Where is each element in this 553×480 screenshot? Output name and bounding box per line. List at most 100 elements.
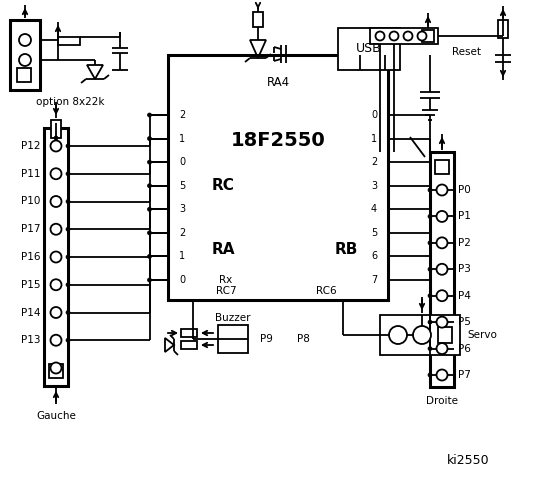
Text: P11: P11 bbox=[20, 169, 40, 179]
Circle shape bbox=[148, 137, 152, 141]
Text: 0: 0 bbox=[179, 275, 185, 285]
Text: USB: USB bbox=[356, 43, 382, 56]
Bar bbox=[380, 315, 460, 355]
Bar bbox=[168, 55, 388, 300]
Text: Droite: Droite bbox=[426, 396, 458, 406]
Circle shape bbox=[389, 326, 407, 344]
Bar bbox=[181, 329, 197, 337]
Text: 5: 5 bbox=[371, 228, 377, 238]
Text: ki2550: ki2550 bbox=[447, 454, 490, 467]
Text: P15: P15 bbox=[20, 280, 40, 290]
Circle shape bbox=[418, 32, 426, 40]
Circle shape bbox=[436, 290, 447, 301]
Circle shape bbox=[66, 311, 70, 314]
Text: Servo: Servo bbox=[467, 330, 497, 340]
Circle shape bbox=[50, 252, 61, 263]
Circle shape bbox=[54, 136, 58, 140]
Text: RB: RB bbox=[335, 242, 358, 257]
Circle shape bbox=[428, 188, 432, 192]
Text: P3: P3 bbox=[458, 264, 471, 274]
Circle shape bbox=[428, 347, 432, 350]
Text: P6: P6 bbox=[458, 344, 471, 354]
Circle shape bbox=[50, 307, 61, 318]
Text: Rx: Rx bbox=[220, 275, 233, 285]
Bar bbox=[218, 325, 248, 353]
Text: P16: P16 bbox=[20, 252, 40, 262]
Text: RC6: RC6 bbox=[316, 286, 336, 296]
Bar bbox=[370, 28, 438, 44]
Circle shape bbox=[50, 141, 61, 152]
Text: P12: P12 bbox=[20, 141, 40, 151]
Text: 5: 5 bbox=[179, 180, 185, 191]
Text: RC: RC bbox=[212, 178, 234, 192]
Text: 1: 1 bbox=[371, 133, 377, 144]
Bar bbox=[438, 327, 452, 343]
Text: 3: 3 bbox=[371, 180, 377, 191]
Circle shape bbox=[50, 335, 61, 346]
Text: 2: 2 bbox=[179, 228, 185, 238]
Circle shape bbox=[428, 294, 432, 298]
Circle shape bbox=[436, 264, 447, 275]
Text: RA4: RA4 bbox=[267, 76, 290, 89]
Text: P2: P2 bbox=[458, 238, 471, 248]
Text: P0: P0 bbox=[458, 185, 471, 195]
Bar bbox=[422, 30, 434, 42]
Circle shape bbox=[436, 317, 447, 328]
Circle shape bbox=[66, 172, 70, 176]
Text: RA: RA bbox=[211, 242, 235, 257]
Text: 7: 7 bbox=[371, 275, 377, 285]
Text: P13: P13 bbox=[20, 335, 40, 345]
Bar bbox=[10, 20, 40, 90]
Bar bbox=[435, 160, 449, 174]
Bar bbox=[253, 12, 263, 27]
Circle shape bbox=[428, 241, 432, 245]
Circle shape bbox=[19, 34, 31, 46]
Bar bbox=[17, 68, 31, 82]
Circle shape bbox=[148, 113, 152, 117]
Circle shape bbox=[436, 237, 447, 248]
Circle shape bbox=[50, 279, 61, 290]
Circle shape bbox=[428, 215, 432, 218]
Circle shape bbox=[404, 32, 413, 40]
Circle shape bbox=[389, 32, 399, 40]
Circle shape bbox=[148, 207, 152, 211]
Bar bbox=[338, 28, 400, 70]
Text: Buzzer: Buzzer bbox=[215, 313, 251, 323]
Circle shape bbox=[428, 320, 432, 324]
Text: 18F2550: 18F2550 bbox=[231, 131, 325, 149]
Text: 6: 6 bbox=[371, 252, 377, 262]
Circle shape bbox=[436, 184, 447, 195]
Circle shape bbox=[66, 255, 70, 259]
Circle shape bbox=[148, 278, 152, 282]
Text: P9: P9 bbox=[259, 334, 273, 344]
Text: P1: P1 bbox=[458, 211, 471, 221]
Text: P7: P7 bbox=[458, 370, 471, 380]
Circle shape bbox=[66, 338, 70, 342]
Text: Gauche: Gauche bbox=[36, 411, 76, 421]
Text: Reset: Reset bbox=[452, 47, 481, 57]
Text: P5: P5 bbox=[458, 317, 471, 327]
Text: P10: P10 bbox=[20, 196, 40, 206]
Circle shape bbox=[428, 267, 432, 271]
Circle shape bbox=[436, 211, 447, 222]
Text: P14: P14 bbox=[20, 308, 40, 317]
Circle shape bbox=[148, 184, 152, 188]
Text: 1: 1 bbox=[179, 252, 185, 262]
Circle shape bbox=[436, 370, 447, 381]
Bar bbox=[430, 152, 454, 387]
Text: 2: 2 bbox=[371, 157, 377, 167]
Text: 4: 4 bbox=[371, 204, 377, 214]
Circle shape bbox=[428, 373, 432, 377]
Circle shape bbox=[413, 326, 431, 344]
Circle shape bbox=[436, 343, 447, 354]
Circle shape bbox=[148, 231, 152, 235]
Circle shape bbox=[148, 160, 152, 164]
Text: P4: P4 bbox=[458, 291, 471, 300]
Text: 1: 1 bbox=[179, 133, 185, 144]
Circle shape bbox=[50, 196, 61, 207]
Text: 3: 3 bbox=[179, 204, 185, 214]
Circle shape bbox=[50, 168, 61, 179]
Circle shape bbox=[148, 254, 152, 258]
Text: 0: 0 bbox=[371, 110, 377, 120]
Circle shape bbox=[19, 54, 31, 66]
